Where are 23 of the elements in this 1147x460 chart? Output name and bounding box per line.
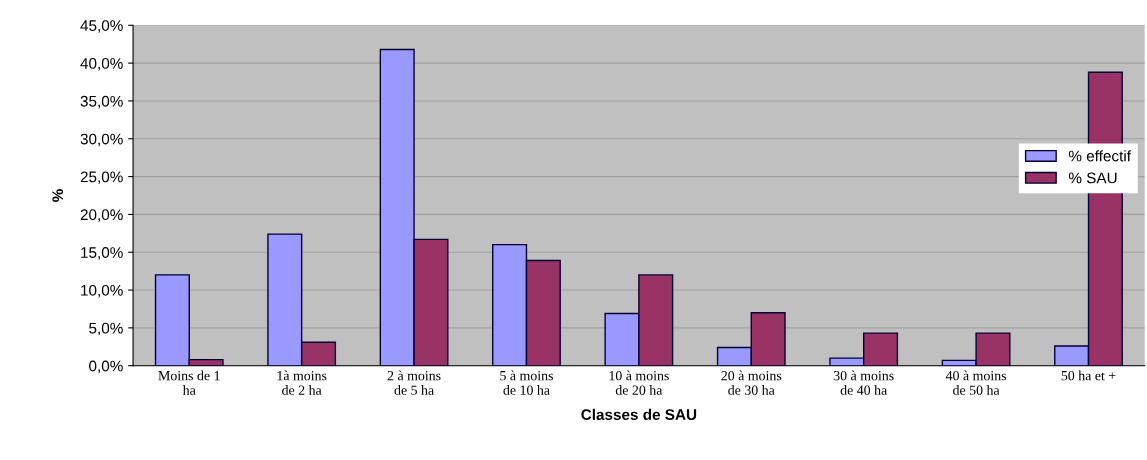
x-tick-label: 40 à moins de 50 ha bbox=[945, 370, 1007, 395]
y-tick-label: 10,0% bbox=[81, 284, 123, 298]
legend-label: % effectif bbox=[1068, 150, 1131, 162]
y-tick-label: 35,0% bbox=[80, 95, 123, 109]
y-tick-label: 40,0% bbox=[80, 57, 123, 71]
y-tick-label: 0,0% bbox=[89, 360, 123, 374]
legend-label: % SAU bbox=[1068, 172, 1117, 184]
x-tick-label: 5 à moins de 10 ha bbox=[500, 370, 553, 395]
x-tick-label: 1à moins de 2 ha bbox=[277, 370, 327, 395]
x-tick-label: 2 à moins de 5 ha bbox=[387, 370, 441, 395]
y-tick-label: 15,0% bbox=[81, 247, 123, 260]
y-tick-label: 45,0% bbox=[80, 20, 123, 33]
y-tick-label: 20,0% bbox=[80, 209, 123, 222]
x-tick-label: 10 à moins de 20 ha bbox=[609, 370, 669, 395]
y-axis-title: % bbox=[52, 189, 64, 202]
y-tick-label: 30,0% bbox=[80, 133, 123, 147]
x-tick-label: 50 ha et + bbox=[1061, 370, 1116, 381]
x-axis-title: Classes de SAU bbox=[581, 408, 697, 421]
x-tick-label: 30 à moins de 40 ha bbox=[833, 370, 894, 395]
y-tick-label: 5,0% bbox=[89, 322, 123, 336]
y-tick-label: 25,0% bbox=[80, 171, 123, 185]
x-tick-label: Moins de 1 ha bbox=[158, 370, 220, 395]
x-tick-label: 20 à moins de 30 ha bbox=[721, 370, 782, 395]
